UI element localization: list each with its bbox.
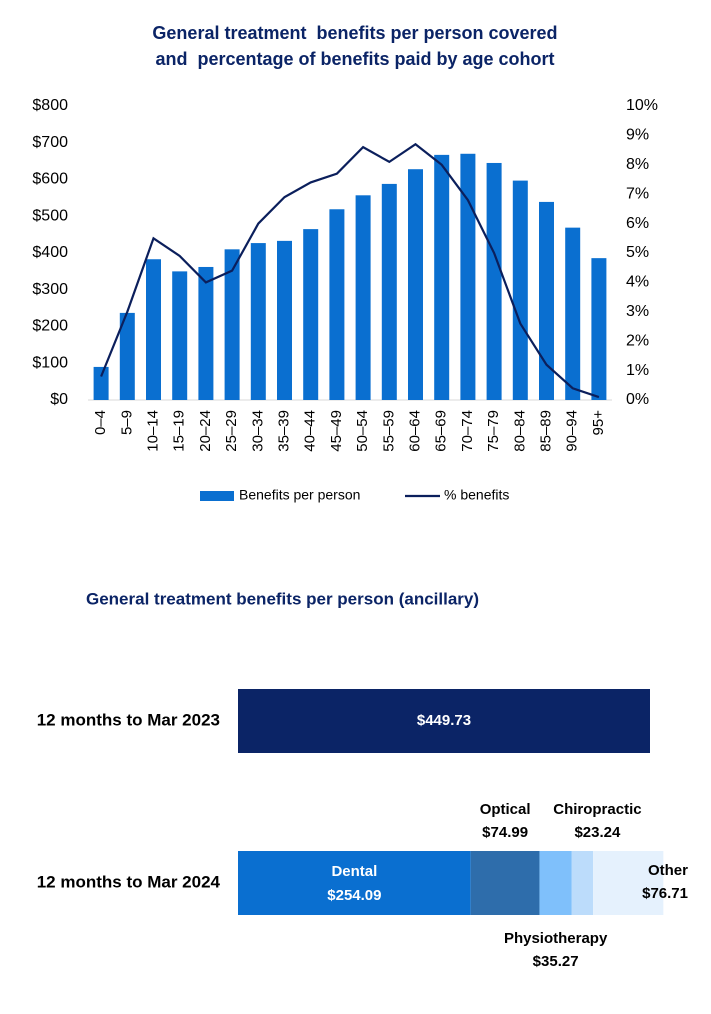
y-tick-label: $700: [32, 134, 68, 151]
x-tick-label: 55–59: [380, 410, 397, 452]
bar: [539, 201, 554, 400]
x-tick-label: 15–19: [171, 410, 188, 452]
row-label: 12 months to Mar 2023: [37, 710, 220, 729]
bar: [198, 266, 214, 400]
y2-tick-label: 10%: [626, 97, 658, 114]
chart-title: General treatment benefits per person (a…: [86, 589, 479, 608]
bar: [486, 162, 502, 400]
y-tick-label: $800: [32, 97, 68, 114]
segment-name: Chiropractic: [553, 801, 641, 818]
y-tick-label: $200: [32, 318, 68, 335]
value-label: $254.09: [327, 887, 381, 904]
x-tick-label: 60–64: [406, 410, 423, 452]
segment-name: Other: [648, 862, 688, 879]
row-label: 12 months to Mar 2024: [37, 872, 221, 891]
x-tick-label: 30–34: [249, 410, 266, 452]
y-tick-label: $100: [32, 354, 68, 371]
bar-segment: [470, 851, 540, 915]
legend-swatch: [200, 491, 234, 501]
bar-segment: [571, 851, 594, 915]
y2-tick-label: 2%: [626, 332, 649, 349]
x-tick-label: 45–49: [328, 410, 345, 452]
x-tick-label: 25–29: [223, 410, 240, 452]
chart-title: General treatment benefits per person co…: [152, 23, 557, 43]
bar: [303, 229, 319, 400]
bar: [146, 259, 161, 400]
y2-tick-label: 5%: [626, 244, 649, 261]
x-tick-label: 70–74: [459, 410, 476, 452]
bar: [329, 209, 345, 400]
x-tick-label: 0–4: [92, 410, 109, 435]
bar: [408, 169, 423, 400]
y2-tick-label: 3%: [626, 303, 649, 320]
bar-segment: [238, 689, 650, 753]
y2-tick-label: 1%: [626, 362, 649, 379]
x-tick-label: 90–94: [564, 410, 581, 452]
x-tick-label: 65–69: [433, 410, 450, 452]
value-label: $74.99: [482, 824, 528, 841]
bar: [277, 240, 292, 400]
y-tick-label: $500: [32, 207, 68, 224]
y2-tick-label: 6%: [626, 215, 649, 232]
segment-name: Physiotherapy: [504, 930, 608, 947]
bar: [355, 195, 371, 400]
y2-tick-label: 4%: [626, 274, 649, 291]
bar: [591, 258, 607, 400]
bar: [172, 271, 188, 400]
y-tick-label: $600: [32, 171, 68, 188]
bar: [565, 227, 581, 400]
bar: [119, 312, 135, 400]
bar: [434, 154, 450, 400]
x-tick-label: 95+: [590, 410, 607, 436]
value-label: $23.24: [574, 824, 621, 841]
x-tick-label: 80–84: [511, 410, 528, 452]
bar: [460, 153, 476, 400]
value-label: $76.71: [642, 885, 688, 902]
x-tick-label: 10–14: [144, 410, 161, 452]
x-tick-label: 40–44: [302, 410, 319, 452]
y-tick-label: $0: [50, 391, 68, 408]
value-label: $35.27: [533, 953, 579, 970]
line: [100, 142, 600, 399]
segment-name: Dental: [331, 863, 377, 880]
bar: [381, 183, 397, 400]
bar: [224, 249, 240, 400]
x-tick-label: 75–79: [485, 410, 502, 452]
x-tick-label: 5–9: [118, 410, 135, 435]
segment-name: Optical: [480, 801, 531, 818]
x-tick-label: 20–24: [197, 410, 214, 452]
x-tick-label: 35–39: [275, 410, 292, 452]
y-tick-label: $400: [32, 244, 68, 261]
bar-segment: [238, 851, 471, 915]
y2-tick-label: 0%: [626, 391, 649, 408]
bar: [250, 243, 266, 400]
y2-tick-label: 7%: [626, 185, 649, 202]
bar: [512, 180, 528, 400]
chart-title: and percentage of benefits paid by age c…: [155, 49, 554, 69]
y2-tick-label: 8%: [626, 156, 649, 173]
x-tick-label: 85–89: [537, 410, 554, 452]
x-tick-label: 50–54: [354, 410, 371, 452]
bar: [93, 366, 109, 400]
value-label: $449.73: [417, 712, 471, 729]
bar-segment: [593, 851, 664, 915]
legend-label: Benefits per person: [239, 487, 360, 503]
y-tick-label: $300: [32, 281, 68, 298]
bar-segment: [539, 851, 572, 915]
legend-label: % benefits: [444, 487, 509, 503]
y2-tick-label: 9%: [626, 127, 649, 144]
